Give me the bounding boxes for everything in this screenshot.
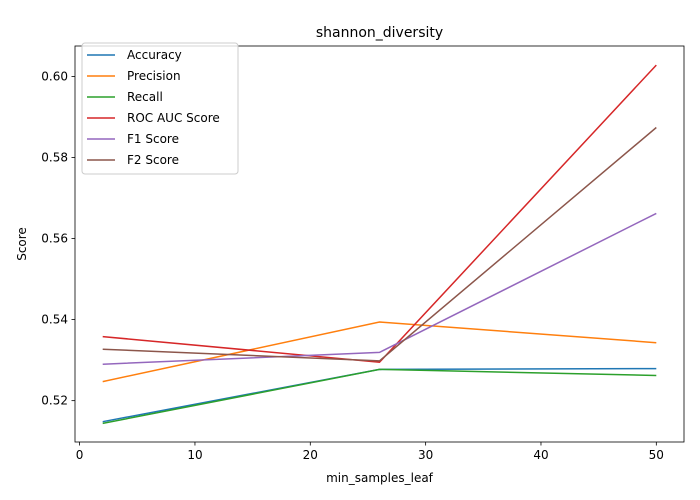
- series-line-recall: [102, 368, 657, 425]
- series-line-roc-auc-score: [102, 64, 657, 363]
- legend-label-accuracy: Accuracy: [127, 48, 182, 62]
- x-tick-label: 20: [303, 448, 318, 462]
- y-tick-label: 0.60: [41, 69, 68, 83]
- x-tick-label: 50: [649, 448, 664, 462]
- series-line-f1-score: [102, 212, 657, 365]
- legend-box: [81, 42, 239, 175]
- y-tick-label: 0.56: [41, 232, 68, 246]
- axes-layer: 0 10 20 30 40 50 0.52 0.54 0.56 0.58 0.60: [41, 45, 685, 462]
- series-layer: [102, 64, 657, 425]
- x-tick-label: 40: [533, 448, 548, 462]
- series-line-f2-score: [102, 126, 657, 362]
- x-tick-label: 30: [418, 448, 433, 462]
- x-tick-label: 10: [187, 448, 202, 462]
- legend: Accuracy Precision Recall ROC AUC Score F1 S…: [81, 42, 239, 175]
- axes-frame: [74, 45, 685, 443]
- series-line-precision: [102, 321, 657, 383]
- legend-label-roc-auc-score: ROC AUC Score: [127, 111, 220, 125]
- y-axis-label: Score: [15, 227, 29, 261]
- legend-label-f2-score: F2 Score: [127, 153, 179, 167]
- legend-label-recall: Recall: [127, 90, 163, 104]
- y-tick-label: 0.52: [41, 394, 68, 408]
- x-axis-label: min_samples_leaf: [326, 471, 434, 485]
- x-tick-label: 0: [76, 448, 84, 462]
- legend-label-f1-score: F1 Score: [127, 132, 179, 146]
- y-tick-label: 0.54: [41, 313, 68, 327]
- chart-title: shannon_diversity: [316, 25, 443, 41]
- legend-label-precision: Precision: [127, 69, 181, 83]
- y-tick-label: 0.58: [41, 150, 68, 164]
